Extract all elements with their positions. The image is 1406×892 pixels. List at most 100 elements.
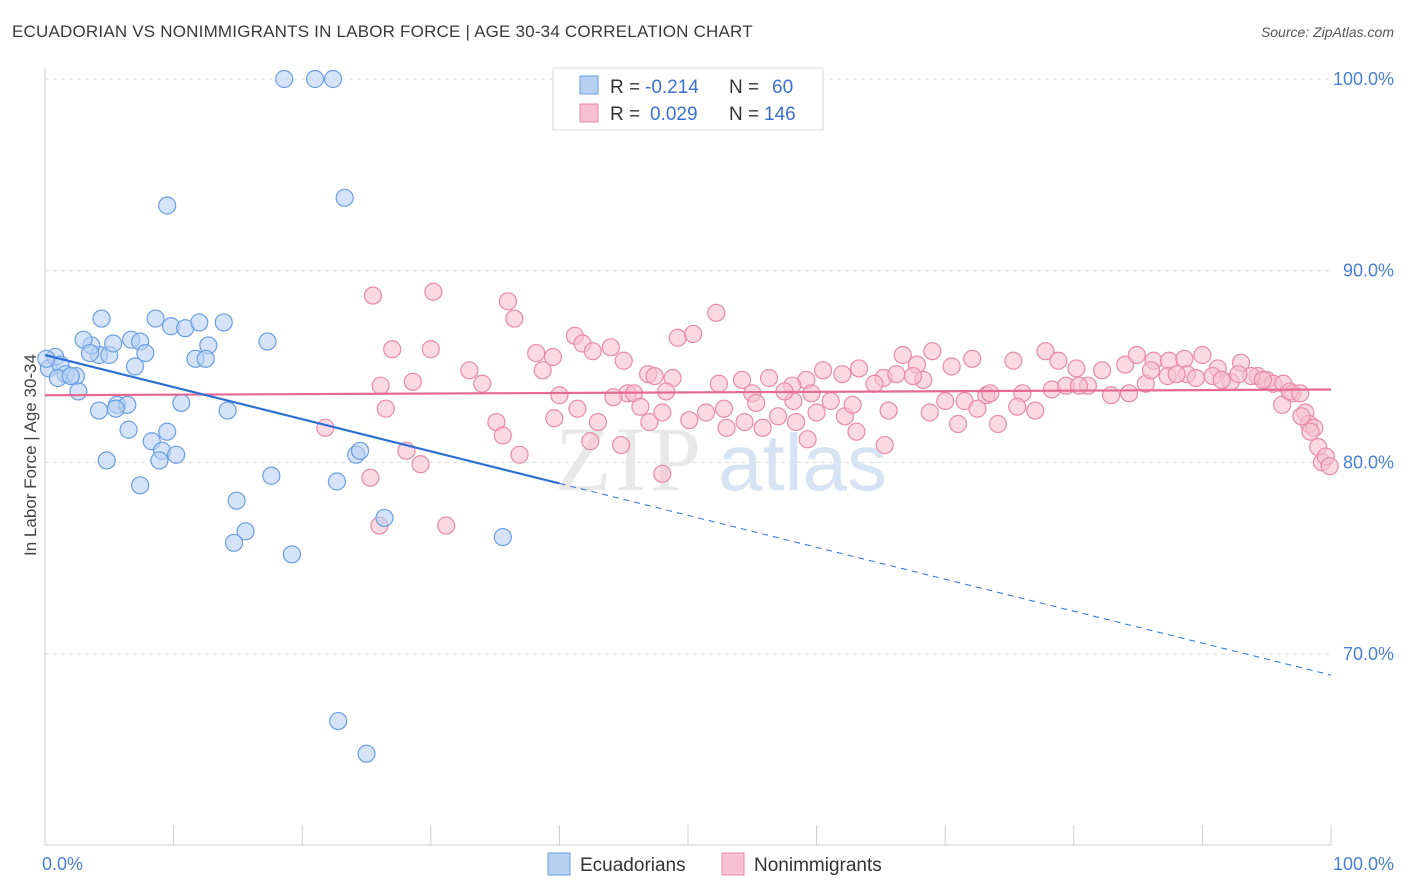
- nonimmigrants-point: [1320, 457, 1339, 476]
- ecuadorians-point: [80, 343, 100, 363]
- x-tick-label: 0.0%: [42, 854, 83, 874]
- y-tick-label: 80.0%: [1343, 452, 1394, 472]
- nonimmigrants-point: [893, 345, 912, 365]
- nonimmigrants-point: [612, 435, 631, 455]
- nonimmigrants-point: [798, 430, 817, 449]
- x-tick-label: 100.0%: [1333, 854, 1394, 874]
- nonimmigrants-point: [735, 412, 754, 432]
- nonimmigrants-point: [1092, 361, 1112, 380]
- nonimmigrants-point: [510, 445, 529, 464]
- ecuadorians-point: [329, 711, 348, 731]
- ecuadorians-point: [146, 309, 165, 328]
- x-tick-labels: 0.0% 100.0%: [42, 854, 1394, 874]
- ecuadorians-point: [327, 472, 347, 491]
- ecuadorians-point: [92, 309, 111, 328]
- nonimmigrants-point: [1067, 359, 1086, 378]
- nonimmigrants-point: [717, 418, 736, 437]
- ecuadorians-point: [357, 744, 376, 763]
- nonimmigrants-point: [1141, 361, 1161, 380]
- nonimmigrants-point: [568, 399, 587, 418]
- nonimmigrants-point: [1036, 342, 1055, 361]
- nonimmigrants-point: [411, 455, 430, 474]
- nonimmigrants-point: [821, 391, 840, 411]
- nonimmigrants-point: [653, 403, 672, 422]
- watermark-zip: ZIP: [555, 408, 705, 510]
- ecuadorians-trend-line: [44, 353, 560, 485]
- nonimmigrants-point: [1253, 370, 1272, 390]
- nonimmigrants-point: [1193, 345, 1212, 365]
- chart-title: ECUADORIAN VS NONIMMIGRANTS IN LABOR FOR…: [12, 22, 753, 41]
- ecuadorians-point: [196, 349, 215, 368]
- bottom-legend-ecuadorians: Ecuadorians: [580, 855, 686, 876]
- ecuadorians-point: [172, 393, 191, 413]
- nonimmigrants-point: [1291, 384, 1310, 403]
- nonimmigrants-point: [747, 393, 766, 413]
- ecuadorians-point: [158, 196, 177, 215]
- ecuadorians-point: [282, 545, 302, 564]
- ecuadorians-point: [89, 401, 109, 420]
- ecuadorians-point: [190, 313, 209, 332]
- nonimmigrants-point: [875, 435, 894, 455]
- ecuadorians-point: [69, 382, 88, 401]
- ecuadorians-point: [350, 441, 370, 460]
- legend-n-label: N =: [729, 104, 759, 125]
- nonimmigrants-point: [1167, 365, 1186, 384]
- nonimmigrants-point: [581, 432, 600, 451]
- nonimmigrants-point: [1026, 401, 1045, 420]
- legend-n-value: 60: [772, 77, 793, 98]
- ecuadorians-point: [125, 357, 145, 376]
- ecuadorians-point: [104, 334, 123, 353]
- nonimmigrants-point: [1119, 384, 1139, 403]
- series-legend: Ecuadorians Nonimmigrants: [547, 852, 882, 876]
- legend-r-label: R =: [610, 77, 640, 98]
- nonimmigrants-point: [1292, 407, 1311, 426]
- nonimmigrants-point: [545, 409, 564, 428]
- nonimmigrants-point: [802, 384, 821, 403]
- nonimmigrants-point: [847, 422, 866, 441]
- nonimmigrants-point: [371, 376, 390, 395]
- nonimmigrants-point: [631, 397, 650, 416]
- nonimmigrants-point: [316, 418, 335, 437]
- nonimmigrants-point: [879, 401, 898, 420]
- ecuadorians-point: [136, 343, 155, 363]
- nonimmigrants-point: [759, 368, 779, 388]
- nonimmigrants-point: [942, 357, 961, 376]
- nonimmigrants-point: [601, 338, 620, 357]
- nonimmigrants-point: [786, 412, 806, 432]
- nonimmigrants-point: [550, 386, 569, 405]
- nonimmigrants-point: [493, 426, 512, 445]
- ecuadorians-point: [258, 332, 277, 351]
- nonimmigrants-point: [963, 349, 982, 368]
- legend-swatch-nonimmigrants: [579, 103, 599, 123]
- ecuadorians-points: [37, 69, 512, 763]
- ecuadorians-point: [218, 401, 237, 420]
- ecuadorians-point: [224, 533, 244, 552]
- nonimmigrants-point: [1273, 395, 1292, 414]
- nonimmigrants-point: [376, 399, 395, 418]
- nonimmigrants-point: [668, 328, 687, 347]
- nonimmigrants-point: [1175, 349, 1194, 368]
- ecuadorians-point: [167, 445, 186, 464]
- nonimmigrants-point: [640, 412, 659, 432]
- nonimmigrants-point: [807, 403, 826, 422]
- ecuadorians-point: [236, 522, 255, 541]
- nonimmigrants-point: [948, 414, 968, 434]
- nonimmigrants-point: [1004, 351, 1023, 370]
- ecuadorians-trend-extension: [559, 482, 1332, 676]
- nonimmigrants-point: [1212, 370, 1231, 390]
- ecuadorians-point: [375, 508, 394, 528]
- nonimmigrants-point: [988, 414, 1008, 434]
- nonimmigrants-point: [732, 370, 752, 390]
- ecuadorians-point: [323, 69, 343, 89]
- bottom-legend-nonimmigrants: Nonimmigrants: [754, 855, 882, 876]
- nonimmigrants-point: [843, 395, 862, 414]
- nonimmigrants-point: [923, 342, 942, 361]
- bottom-swatch-ecuadorians: [547, 852, 571, 876]
- nonimmigrants-point: [1008, 397, 1027, 416]
- ecuadorians-point: [106, 399, 125, 418]
- nonimmigrants-point: [604, 388, 623, 407]
- ecuadorians-point: [131, 476, 150, 495]
- nonimmigrants-point: [936, 391, 955, 411]
- nonimmigrants-point: [527, 343, 546, 363]
- trend-lines: [44, 353, 1332, 676]
